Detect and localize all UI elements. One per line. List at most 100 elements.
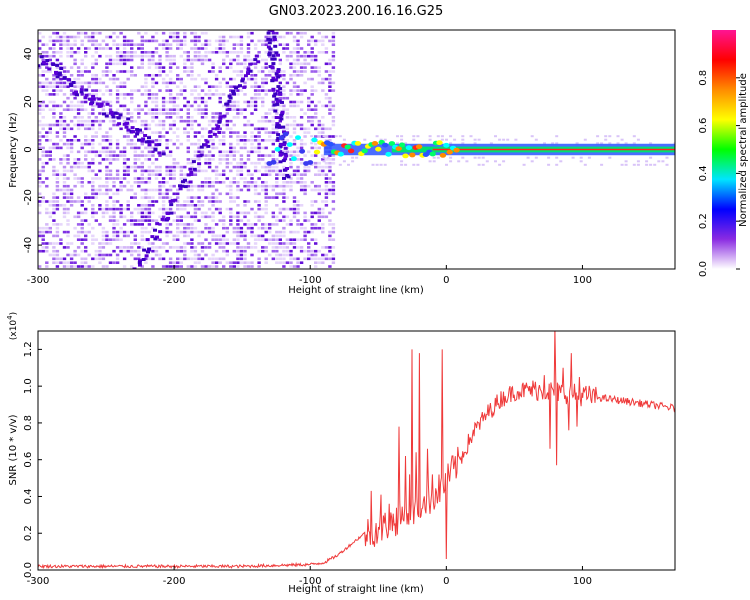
heatmap-cell <box>257 139 261 142</box>
heatmap-cell <box>322 135 326 138</box>
heatmap-cell <box>232 58 236 62</box>
heatmap-cell <box>55 142 60 146</box>
heatmap-cell <box>268 242 272 245</box>
heatmap-cell <box>84 51 88 54</box>
heatmap-cell <box>80 184 84 188</box>
heatmap-cell <box>257 257 261 261</box>
heatmap-cell <box>183 234 187 238</box>
heatmap-cell <box>250 181 254 184</box>
heatmap-cell <box>257 154 261 157</box>
heatmap-cell <box>76 104 81 108</box>
heatmap-cell <box>271 119 275 123</box>
heatmap-cell <box>158 257 162 261</box>
heatmap-cell <box>154 81 159 85</box>
signal-blob <box>270 159 277 165</box>
heatmap-cell <box>105 89 109 92</box>
heatmap-cell <box>292 74 297 77</box>
heatmap-cell <box>469 135 473 138</box>
heatmap-cell <box>278 184 282 188</box>
heatmap-cell <box>261 39 265 43</box>
heatmap-cell <box>172 96 176 100</box>
heatmap-cell <box>278 70 282 73</box>
heatmap-cell <box>105 207 109 211</box>
heatmap-cell <box>199 145 204 149</box>
heatmap-cell <box>41 104 45 108</box>
heatmap-cell <box>48 100 52 104</box>
heatmap-cell <box>183 62 187 66</box>
heatmap-cell <box>296 39 300 43</box>
heatmap-cell <box>168 188 173 192</box>
heatmap-cell <box>76 81 81 85</box>
heatmap-cell <box>38 204 42 207</box>
heatmap-cell <box>321 81 325 85</box>
heatmap-cell <box>55 177 60 180</box>
heatmap-cell <box>197 234 201 238</box>
heatmap-cell <box>268 165 272 169</box>
heatmap-cell <box>137 138 141 142</box>
heatmap-cell <box>276 85 281 89</box>
heatmap-cell <box>69 142 74 146</box>
heatmap-cell <box>225 108 229 111</box>
heatmap-cell <box>126 70 130 73</box>
heatmap-cell <box>222 51 226 54</box>
heatmap-cell <box>236 181 240 184</box>
heatmap-cell <box>285 96 290 100</box>
heatmap-cell <box>38 230 42 234</box>
heatmap-cell <box>229 242 233 245</box>
heatmap-cell <box>268 184 272 188</box>
y-tick-label: 0 <box>23 146 34 152</box>
heatmap-cell <box>324 246 329 249</box>
heatmap-cell <box>310 188 314 192</box>
heatmap-cell <box>41 165 45 169</box>
heatmap-cell <box>55 196 60 199</box>
heatmap-cell <box>317 146 321 150</box>
heatmap-cell <box>154 112 159 115</box>
heatmap-cell <box>275 215 279 219</box>
heatmap-cell <box>307 116 311 119</box>
heatmap-cell <box>122 173 127 176</box>
y-tick-label: 0.8 <box>23 415 34 431</box>
heatmap-cell <box>307 108 311 111</box>
heatmap-cell <box>243 215 247 219</box>
heatmap-cell <box>204 223 208 226</box>
heatmap-cell <box>285 249 290 253</box>
heatmap-cell <box>98 54 102 58</box>
heatmap-cell <box>211 196 215 199</box>
heatmap-cell <box>207 139 212 142</box>
heatmap-cell <box>299 100 304 104</box>
heatmap-cell <box>186 204 190 207</box>
heatmap-cell <box>583 163 587 166</box>
heatmap-cell <box>232 35 236 39</box>
heatmap-cell <box>197 200 201 203</box>
heatmap-cell <box>154 96 159 100</box>
heatmap-cell <box>48 200 52 203</box>
heatmap-cell <box>91 204 95 207</box>
heatmap-cell <box>218 142 222 146</box>
heatmap-cell <box>186 257 190 261</box>
heatmap-cell <box>310 230 314 234</box>
heatmap-cell <box>250 161 254 165</box>
heatmap-cell <box>310 249 314 253</box>
heatmap-cell <box>303 81 307 85</box>
heatmap-cell <box>604 135 608 138</box>
heatmap-cell <box>276 136 281 140</box>
heatmap-cell <box>112 184 116 188</box>
heatmap-cell <box>179 230 183 234</box>
heatmap-cell <box>130 188 134 192</box>
heatmap-cell <box>52 200 56 203</box>
heatmap-cell <box>168 230 173 234</box>
heatmap-cell <box>130 249 134 253</box>
heatmap-cell <box>133 192 137 196</box>
heatmap-cell <box>197 184 201 188</box>
heatmap-cell <box>324 181 329 184</box>
heatmap-cell <box>154 93 159 96</box>
heatmap-cell <box>257 204 261 207</box>
heatmap-cell <box>80 116 84 119</box>
heatmap-cell <box>38 181 42 184</box>
heatmap-cell <box>147 146 152 150</box>
heatmap-cell <box>91 43 95 46</box>
heatmap-cell <box>279 117 284 121</box>
heatmap-cell <box>186 74 190 77</box>
heatmap-cell <box>147 150 152 154</box>
heatmap-cell <box>38 249 42 253</box>
